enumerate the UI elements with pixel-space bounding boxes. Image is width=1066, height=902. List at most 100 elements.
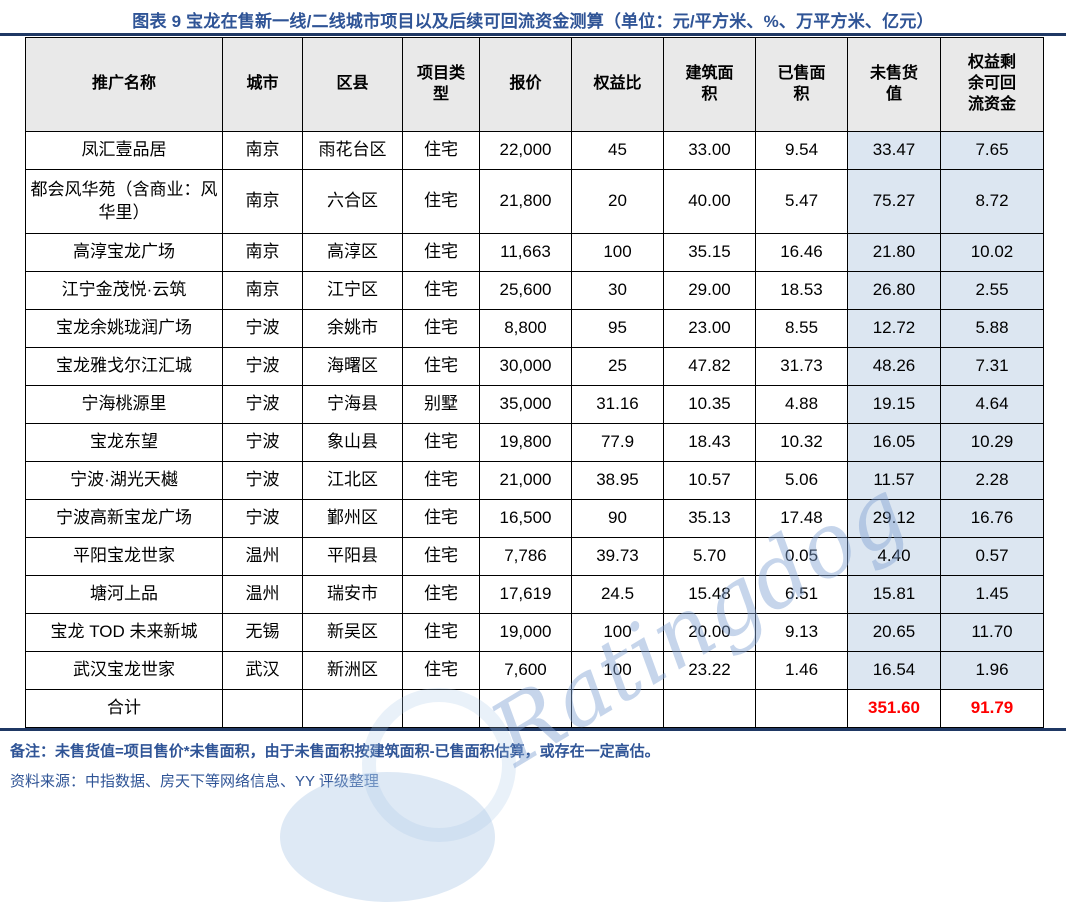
cell: 都会风华苑（含商业：风华里） <box>25 169 223 234</box>
cell: 24.5 <box>571 575 664 614</box>
cell: 21.80 <box>847 233 941 272</box>
cell: 高淳区 <box>302 233 403 272</box>
cell: 31.73 <box>755 347 848 386</box>
cell: 宁波 <box>222 385 303 424</box>
source-note: 资料来源：中指数据、房天下等网络信息、YY 评级整理 <box>10 773 379 790</box>
cell: 5.06 <box>755 461 848 500</box>
cell: 75.27 <box>847 169 941 234</box>
cell: 20.65 <box>847 613 941 652</box>
cell: 7.65 <box>940 131 1044 170</box>
table-row: 高淳宝龙广场 南京 高淳区 住宅 11,663 100 35.15 16.46 21.80 10.… <box>25 233 1044 272</box>
total-cell <box>222 689 303 728</box>
cell: 余姚市 <box>302 309 403 348</box>
cell: 无锡 <box>222 613 303 652</box>
table-row: 武汉宝龙世家 武汉 新洲区 住宅 7,600 100 23.22 1.46 16.54 1.96 <box>25 651 1044 690</box>
cell: 平阳宝龙世家 <box>25 537 223 576</box>
cell: 38.95 <box>571 461 664 500</box>
cell: 35,000 <box>479 385 572 424</box>
total-cell <box>755 689 848 728</box>
cell: 11.70 <box>940 613 1044 652</box>
cell: 10.57 <box>663 461 756 500</box>
cell: 住宅 <box>402 461 480 500</box>
cell: 宝龙余姚珑润广场 <box>25 309 223 348</box>
cell: 宝龙东望 <box>25 423 223 462</box>
cell: 宁波 <box>222 347 303 386</box>
cell: 7.31 <box>940 347 1044 386</box>
column-header: 项目类 型 <box>402 37 480 132</box>
total-row: 合计 351.60 91.79 <box>25 689 1044 728</box>
cell: 住宅 <box>402 499 480 538</box>
table-row: 宝龙雅戈尔江汇城 宁波 海曙区 住宅 30,000 25 47.82 31.73 48.26 7.… <box>25 347 1044 386</box>
cell: 2.28 <box>940 461 1044 500</box>
column-header: 城市 <box>222 37 303 132</box>
cell: 100 <box>571 233 664 272</box>
cell: 南京 <box>222 131 303 170</box>
cell: 19,800 <box>479 423 572 462</box>
cell: 宁海县 <box>302 385 403 424</box>
cell: 住宅 <box>402 309 480 348</box>
cell: 1.45 <box>940 575 1044 614</box>
table-row: 宁波·湖光天樾 宁波 江北区 住宅 21,000 38.95 10.57 5.06 11.57 2… <box>25 461 1044 500</box>
cell: 33.00 <box>663 131 756 170</box>
total-cell: 91.79 <box>940 689 1044 728</box>
cell: 江宁金茂悦·云筑 <box>25 271 223 310</box>
cell: 16.54 <box>847 651 941 690</box>
column-header: 报价 <box>479 37 572 132</box>
cell: 六合区 <box>302 169 403 234</box>
cell: 30 <box>571 271 664 310</box>
cell: 17,619 <box>479 575 572 614</box>
cell: 江北区 <box>302 461 403 500</box>
table-row: 宝龙 TOD 未来新城 无锡 新吴区 住宅 19,000 100 20.00 9.13 20.6… <box>25 613 1044 652</box>
total-label-cell: 合计 <box>25 689 223 728</box>
cell: 100 <box>571 613 664 652</box>
cell: 象山县 <box>302 423 403 462</box>
total-cell <box>402 689 480 728</box>
cell: 5.47 <box>755 169 848 234</box>
top-divider-line <box>0 33 1066 36</box>
table-row: 宝龙余姚珑润广场 宁波 余姚市 住宅 8,800 95 23.00 8.55 12.72 5.88 <box>25 309 1044 348</box>
cell: 16,500 <box>479 499 572 538</box>
cell: 45 <box>571 131 664 170</box>
cell: 18.43 <box>663 423 756 462</box>
cell: 16.05 <box>847 423 941 462</box>
cell: 宁波 <box>222 499 303 538</box>
cell: 33.47 <box>847 131 941 170</box>
cell: 宁波 <box>222 461 303 500</box>
cell: 塘河上品 <box>25 575 223 614</box>
total-cell: 351.60 <box>847 689 941 728</box>
cell: 25,600 <box>479 271 572 310</box>
cell: 1.96 <box>940 651 1044 690</box>
cell: 宁波 <box>222 423 303 462</box>
table-row: 宝龙东望 宁波 象山县 住宅 19,800 77.9 18.43 10.32 16.05 10.2… <box>25 423 1044 462</box>
cell: 住宅 <box>402 271 480 310</box>
cell: 住宅 <box>402 131 480 170</box>
cell: 8,800 <box>479 309 572 348</box>
cell: 住宅 <box>402 233 480 272</box>
cell: 高淳宝龙广场 <box>25 233 223 272</box>
cell: 23.22 <box>663 651 756 690</box>
cell: 30,000 <box>479 347 572 386</box>
cell: 4.40 <box>847 537 941 576</box>
bottom-divider-line <box>0 728 1066 731</box>
cell: 5.88 <box>940 309 1044 348</box>
cell: 宁海桃源里 <box>25 385 223 424</box>
cell: 16.76 <box>940 499 1044 538</box>
cell: 100 <box>571 651 664 690</box>
total-cell <box>479 689 572 728</box>
cell: 南京 <box>222 233 303 272</box>
cell: 26.80 <box>847 271 941 310</box>
table-row: 宁海桃源里 宁波 宁海县 别墅 35,000 31.16 10.35 4.88 19.15 4.6… <box>25 385 1044 424</box>
cell: 90 <box>571 499 664 538</box>
cell: 7,786 <box>479 537 572 576</box>
cell: 17.48 <box>755 499 848 538</box>
cell: 19.15 <box>847 385 941 424</box>
cell: 10.29 <box>940 423 1044 462</box>
cell: 20.00 <box>663 613 756 652</box>
cell: 住宅 <box>402 423 480 462</box>
cell: 11,663 <box>479 233 572 272</box>
cell: 77.9 <box>571 423 664 462</box>
cell: 8.55 <box>755 309 848 348</box>
column-header: 未售货 值 <box>847 37 941 132</box>
total-cell <box>663 689 756 728</box>
table-row: 塘河上品 温州 瑞安市 住宅 17,619 24.5 15.48 6.51 15.81 1.45 <box>25 575 1044 614</box>
